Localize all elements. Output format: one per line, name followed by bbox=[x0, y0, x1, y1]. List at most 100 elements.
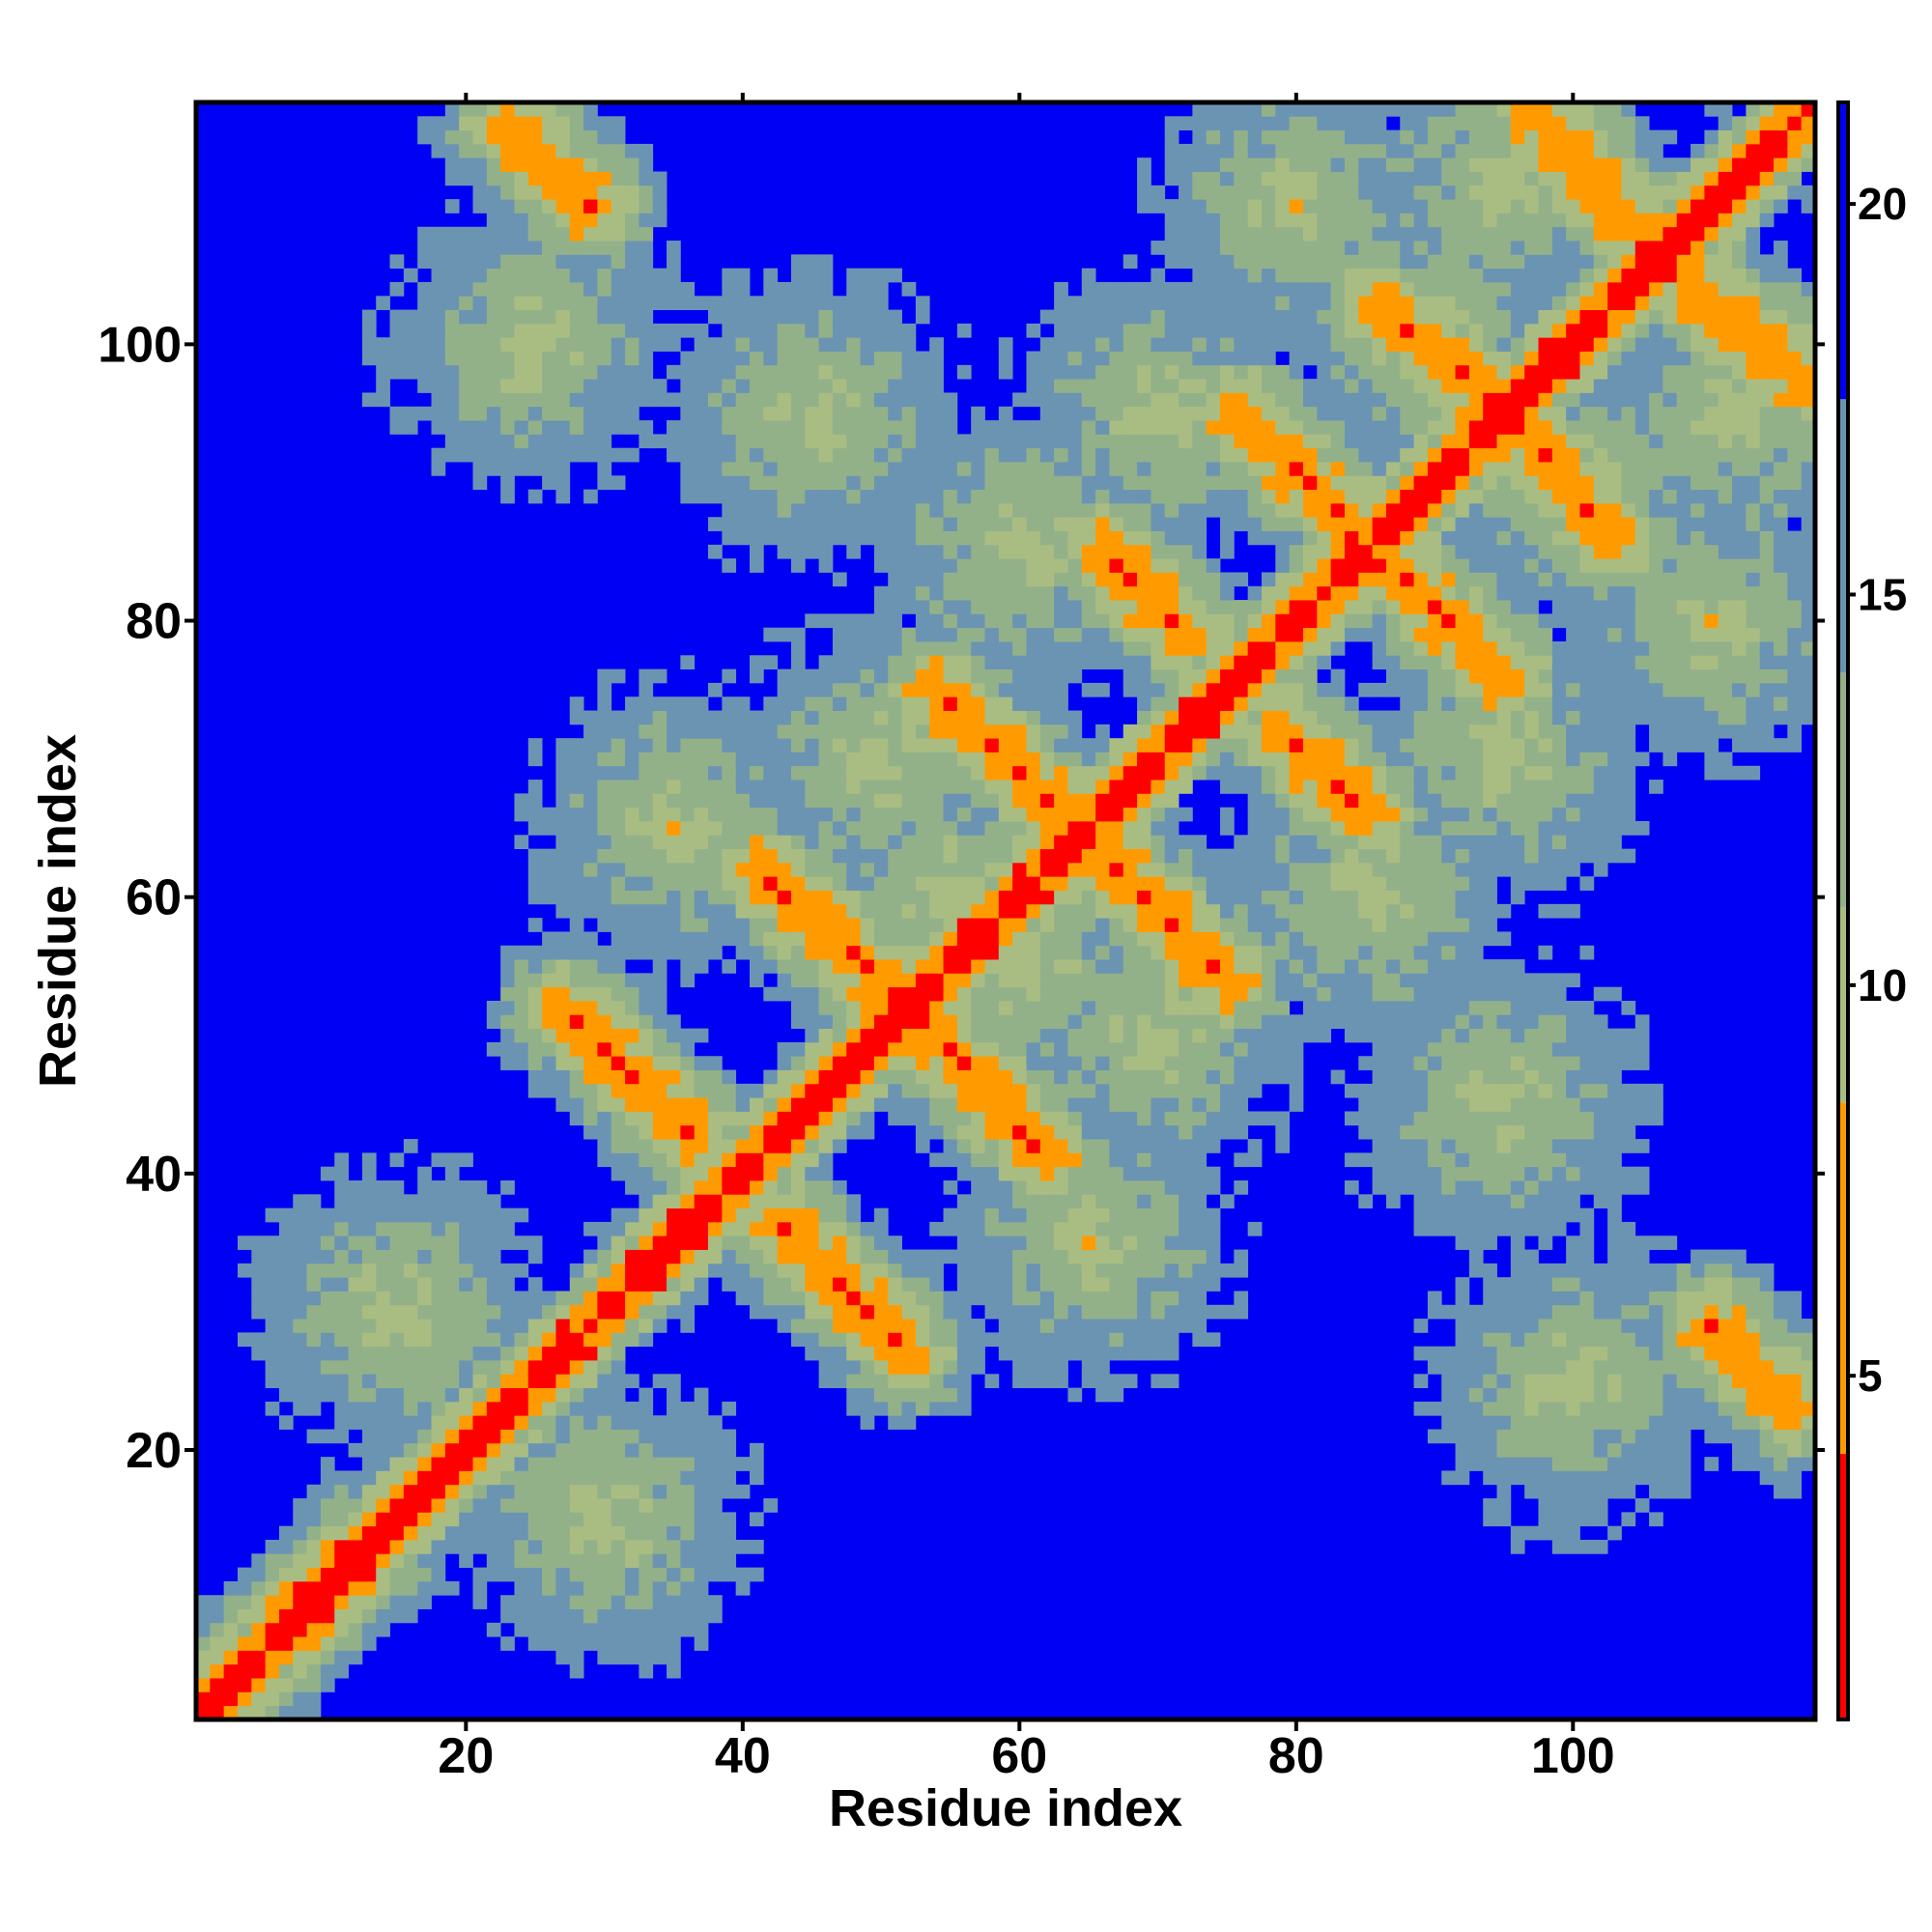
heatmap-cell bbox=[514, 323, 529, 338]
heatmap-cell bbox=[265, 1304, 280, 1320]
heatmap-cell bbox=[1109, 323, 1124, 338]
heatmap-cell bbox=[306, 1360, 322, 1375]
heatmap-cell bbox=[1026, 668, 1041, 684]
heatmap-cell bbox=[583, 1540, 598, 1554]
heatmap-cell bbox=[403, 1291, 418, 1306]
heatmap-cell bbox=[625, 1028, 639, 1043]
heatmap-cell bbox=[888, 1249, 902, 1264]
heatmap-cell bbox=[832, 447, 847, 463]
heatmap-cell bbox=[376, 1360, 390, 1375]
heatmap-cell bbox=[846, 489, 861, 504]
heatmap-cell bbox=[1192, 282, 1208, 297]
heatmap-cell bbox=[956, 1056, 972, 1070]
heatmap-cell bbox=[667, 1180, 681, 1195]
heatmap-cell bbox=[832, 655, 847, 670]
heatmap-cell bbox=[805, 406, 820, 421]
heatmap-cell bbox=[625, 1595, 639, 1609]
heatmap-cell bbox=[805, 780, 820, 794]
heatmap-cell bbox=[1122, 1346, 1138, 1361]
heatmap-cell bbox=[763, 351, 779, 366]
heatmap-cell bbox=[486, 1567, 501, 1582]
heatmap-cell bbox=[348, 1291, 363, 1306]
heatmap-cell bbox=[611, 1291, 626, 1306]
heatmap-cell bbox=[956, 1346, 972, 1361]
heatmap-cell bbox=[1247, 1152, 1263, 1168]
heatmap-cell bbox=[790, 738, 806, 753]
heatmap-cell bbox=[597, 226, 612, 242]
heatmap-cell bbox=[888, 475, 902, 491]
heatmap-cell bbox=[763, 1498, 779, 1513]
heatmap-cell bbox=[514, 116, 529, 131]
heatmap-cell bbox=[376, 1567, 390, 1582]
heatmap-cell bbox=[915, 296, 930, 311]
heatmap-cell bbox=[1234, 1028, 1249, 1043]
heatmap-cell bbox=[542, 268, 556, 283]
heatmap-cell bbox=[1234, 1111, 1249, 1126]
heatmap-cell bbox=[998, 835, 1013, 850]
heatmap-cell bbox=[1164, 793, 1179, 809]
heatmap-cell bbox=[860, 1056, 875, 1070]
heatmap-cell bbox=[832, 1332, 847, 1348]
heatmap-cell bbox=[652, 765, 668, 781]
heatmap-cell bbox=[611, 973, 626, 988]
heatmap-cell bbox=[763, 986, 779, 1002]
heatmap-cell bbox=[722, 296, 737, 311]
heatmap-cell bbox=[1012, 710, 1027, 725]
heatmap-cell bbox=[832, 1208, 847, 1223]
heatmap-cell bbox=[265, 1567, 280, 1582]
heatmap-cell bbox=[1012, 475, 1027, 491]
heatmap-cell bbox=[722, 1221, 737, 1236]
heatmap-cell bbox=[915, 945, 930, 960]
heatmap-cell bbox=[500, 1374, 515, 1389]
heatmap-cell bbox=[1039, 1208, 1055, 1223]
heatmap-cell bbox=[444, 1291, 460, 1306]
heatmap-cell bbox=[915, 420, 930, 435]
heatmap-cell bbox=[1262, 282, 1276, 297]
heatmap-cell bbox=[1164, 282, 1179, 297]
heatmap-cell bbox=[901, 1346, 917, 1361]
heatmap-cell bbox=[334, 1180, 349, 1195]
heatmap-cell bbox=[265, 1346, 280, 1361]
heatmap-cell bbox=[956, 1291, 972, 1306]
heatmap-cell bbox=[514, 241, 529, 255]
heatmap-cell bbox=[334, 1346, 349, 1361]
heatmap-cell bbox=[956, 903, 972, 919]
heatmap-cell bbox=[1095, 876, 1110, 891]
heatmap-cell bbox=[500, 309, 515, 325]
heatmap-cell bbox=[542, 1401, 556, 1416]
heatmap-cell bbox=[625, 379, 639, 393]
heatmap-cell bbox=[639, 1442, 654, 1458]
heatmap-cell bbox=[929, 641, 944, 656]
heatmap-cell bbox=[998, 696, 1013, 711]
heatmap-cell bbox=[777, 848, 792, 864]
heatmap-cell bbox=[625, 876, 639, 891]
heatmap-cell bbox=[971, 1152, 985, 1168]
heatmap-cell bbox=[832, 392, 847, 408]
heatmap-cell bbox=[763, 821, 779, 836]
heatmap-cell bbox=[1122, 1263, 1138, 1278]
heatmap-cell bbox=[818, 807, 834, 822]
heatmap-cell bbox=[1164, 1124, 1179, 1140]
heatmap-cell bbox=[818, 1111, 834, 1126]
heatmap-cell bbox=[500, 129, 515, 145]
heatmap-cell bbox=[901, 986, 917, 1002]
heatmap-cell bbox=[1220, 517, 1235, 531]
heatmap-cell bbox=[1012, 848, 1027, 864]
heatmap-cell bbox=[929, 420, 944, 435]
heatmap-cell bbox=[652, 199, 668, 213]
heatmap-cell bbox=[1054, 585, 1068, 601]
heatmap-cell bbox=[444, 116, 460, 131]
heatmap-cell bbox=[901, 489, 917, 504]
heatmap-cell bbox=[832, 434, 847, 449]
heatmap-cell bbox=[722, 752, 737, 767]
heatmap-cell bbox=[459, 157, 473, 172]
heatmap-cell bbox=[805, 959, 820, 974]
heatmap-cell bbox=[1220, 323, 1235, 338]
heatmap-cell bbox=[1220, 462, 1235, 476]
heatmap-cell bbox=[998, 1124, 1013, 1140]
heatmap-cell bbox=[667, 1498, 681, 1513]
heatmap-cell bbox=[818, 1263, 834, 1278]
heatmap-cell bbox=[293, 1663, 307, 1679]
heatmap-cell bbox=[818, 986, 834, 1002]
heatmap-cell bbox=[860, 973, 875, 988]
